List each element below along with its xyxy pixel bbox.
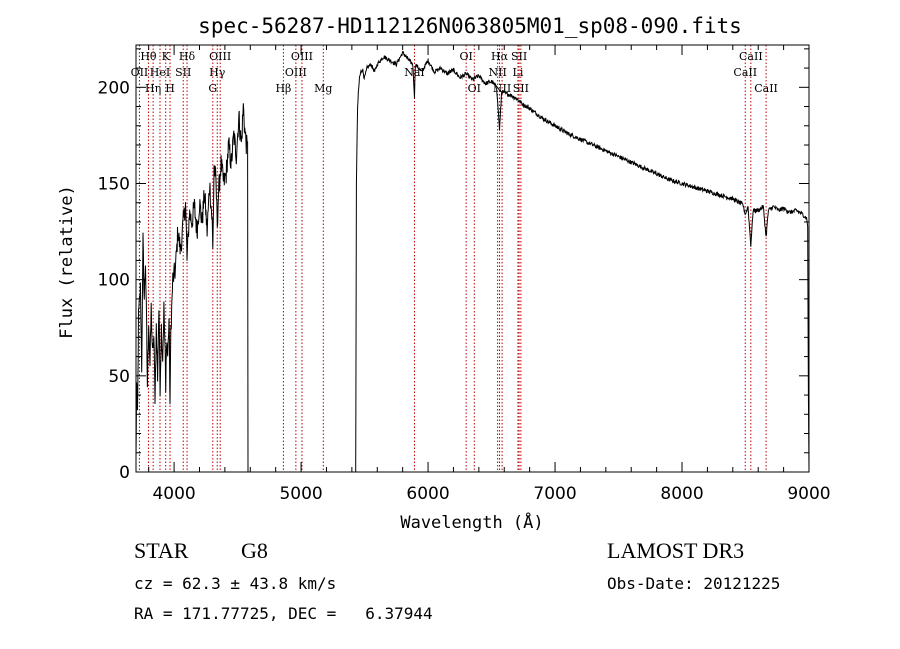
- spectral-line-markers: [138, 45, 767, 472]
- line-label: Hθ: [140, 50, 157, 63]
- line-label: H: [165, 82, 175, 95]
- line-label: SII: [511, 50, 527, 63]
- y-tick-label: 0: [119, 463, 130, 483]
- line-label: CaII: [754, 82, 778, 95]
- object-class: STAR: [134, 538, 189, 563]
- line-label: Li: [513, 66, 524, 79]
- line-label: OI: [459, 50, 472, 63]
- axis-ticks: 4000 5000 6000 7000 8000 9000 0 50 100 150 200: [98, 45, 831, 504]
- flux-line: [135, 50, 810, 473]
- x-tick-label: 6000: [406, 484, 449, 504]
- line-label: SII: [513, 82, 529, 95]
- line-label: Hα: [491, 50, 509, 63]
- y-tick-label: 50: [108, 367, 130, 387]
- line-label: Hδ: [179, 50, 196, 63]
- x-tick-label: 5000: [279, 484, 322, 504]
- x-axis-label: Wavelength (Å): [400, 511, 543, 533]
- observation-date: Obs-Date: 20121225: [607, 574, 781, 593]
- x-tick-label: 8000: [660, 484, 703, 504]
- chart-title: spec-56287-HD112126N063805M01_sp08-090.f…: [198, 14, 742, 38]
- line-label: Hβ: [275, 82, 291, 95]
- line-label: SII: [175, 66, 191, 79]
- line-label: CaII: [733, 66, 757, 79]
- line-label: OII: [131, 66, 149, 79]
- object-subclass: G8: [241, 538, 268, 563]
- y-axis-label: Flux (relative): [57, 185, 77, 339]
- y-tick-label: 100: [98, 271, 130, 291]
- y-tick-label: 200: [98, 78, 130, 98]
- line-label: NII: [488, 66, 506, 79]
- line-label: G: [208, 82, 217, 95]
- flux-series: [135, 50, 810, 473]
- line-label: NaI: [404, 66, 425, 79]
- line-label: HeI: [150, 66, 170, 79]
- redshift-velocity: cz = 62.3 ± 43.8 km/s: [134, 574, 337, 593]
- line-label: OI: [468, 82, 481, 95]
- line-label: NII: [493, 82, 511, 95]
- line-label: Hη: [145, 82, 161, 95]
- line-label: OIII: [285, 66, 307, 79]
- x-tick-label: 4000: [152, 484, 195, 504]
- y-tick-label: 150: [98, 174, 130, 194]
- line-label: Hγ: [209, 66, 226, 79]
- x-tick-label: 7000: [533, 484, 576, 504]
- line-label: OIII: [209, 50, 231, 63]
- survey-name: LAMOST DR3: [607, 538, 745, 563]
- line-label: K: [162, 50, 171, 63]
- line-label: Mg: [314, 82, 332, 95]
- line-label: OIII: [291, 50, 313, 63]
- x-tick-label: 9000: [787, 484, 830, 504]
- plot-frame: [135, 44, 810, 473]
- line-label: CaII: [739, 50, 763, 63]
- sky-coordinates: RA = 171.77725, DEC = 6.37944: [134, 604, 433, 623]
